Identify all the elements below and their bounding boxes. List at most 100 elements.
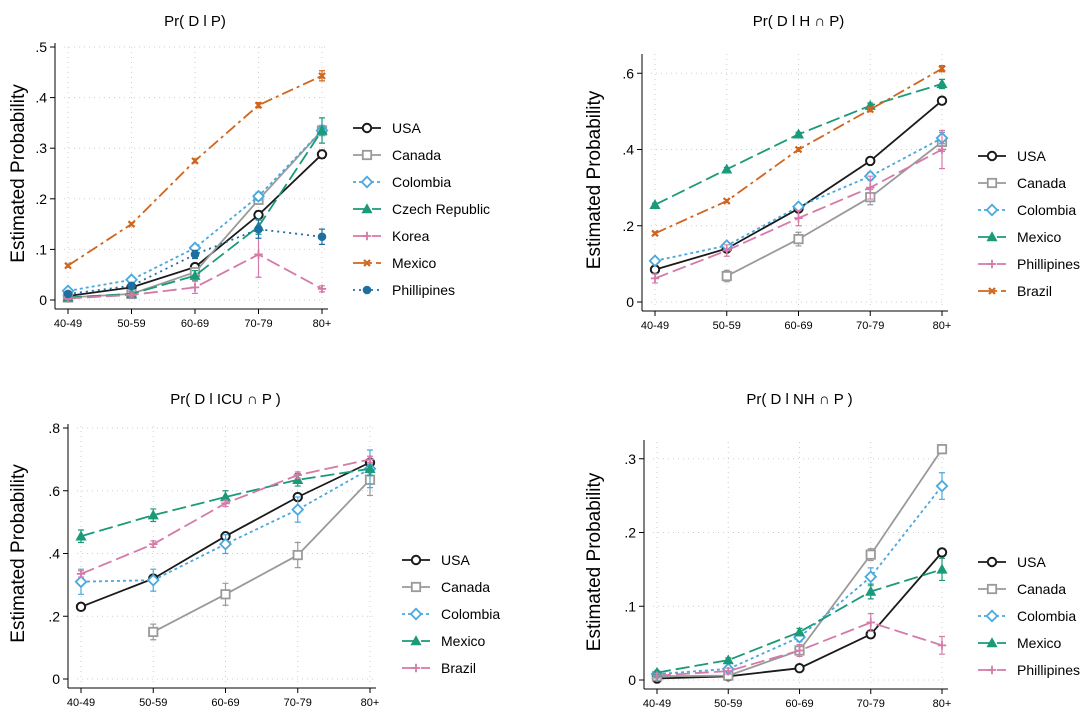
x-tick-label: 60-69 (211, 697, 239, 709)
data-point-czech-republic (189, 269, 201, 280)
x-tick-label: 80+ (361, 697, 380, 709)
series-line-mexico (656, 568, 943, 674)
legend-item-colombia: Colombia (353, 174, 451, 190)
data-point-mexico (64, 261, 72, 270)
legend: USA Canada Colombia Czech Republic Korea Mexi… (353, 120, 490, 298)
legend-label: Canada (1017, 581, 1066, 597)
data-point-brazil (221, 499, 230, 508)
legend-label: Czech Republic (392, 201, 490, 217)
data-point-brazil (938, 64, 946, 73)
chart-panel-3: 0 .2 .4 .6 .8 40-49 50-59 60-69 70-79 80+ Pr( D l … (8, 391, 500, 709)
data-point-phillipines (127, 281, 136, 291)
chart-panel-2: 0 .2 .4 .6 40-49 50-59 60-69 70-79 80+ Pr( D l H … (584, 13, 1080, 332)
series-mexico (64, 70, 326, 270)
series-line-czech-republic (67, 130, 323, 299)
data-point-phillipines (866, 183, 875, 192)
data-point-mexico (793, 626, 806, 637)
legend-marker (360, 175, 374, 189)
data-point-mexico (649, 199, 661, 209)
chart-panel-4: 0 .1 .2 .3 40-49 50-59 60-69 70-79 80+ Pr( D l NH… (584, 391, 1080, 710)
series-phillipines (652, 613, 947, 680)
data-point-korea (190, 283, 200, 292)
y-axis-label: Estimated Probability (8, 84, 29, 263)
data-point-colombia (648, 254, 662, 268)
legend-label: Phillipines (1017, 662, 1080, 678)
data-point-colombia (74, 575, 88, 589)
legend-label: Colombia (1017, 202, 1076, 218)
legend-item-czech-republic: Czech Republic (353, 201, 490, 217)
data-point-mexico (147, 509, 159, 520)
series-czech-republic (62, 117, 328, 302)
legend-label: Phillipines (392, 282, 455, 298)
legend-label: Colombia (1017, 608, 1076, 624)
x-tick-label: 80+ (933, 320, 952, 332)
legend-item-colombia: Colombia (978, 202, 1076, 218)
y-tick-label: .1 (624, 598, 636, 614)
legend: USA Canada Colombia Mexico Brazil (402, 552, 500, 676)
legend-marker (361, 122, 373, 134)
data-point-mexico (191, 157, 199, 165)
data-point-colombia (935, 479, 949, 493)
data-point-brazil (293, 470, 302, 480)
series-line-colombia (67, 129, 323, 292)
legend-marker (409, 607, 423, 621)
series-brazil (651, 64, 946, 238)
legend-item-usa: USA (978, 554, 1046, 570)
x-tick-label: 70-79 (244, 318, 272, 330)
y-axis-label: Estimated Probability (8, 464, 29, 643)
data-point-usa (936, 95, 948, 106)
data-point-korea (317, 284, 327, 294)
legend-label: USA (392, 120, 421, 136)
data-point-mexico (318, 72, 326, 80)
data-point-phillipines (937, 641, 947, 650)
legend-item-phillipines: Phillipines (978, 662, 1080, 678)
data-point-phillipines (794, 213, 803, 223)
data-point-mexico (792, 128, 805, 139)
legend-marker (363, 259, 371, 267)
data-point-colombia (252, 189, 265, 203)
series-line-phillipines (67, 228, 323, 295)
data-point-mexico (936, 563, 948, 574)
legend-marker (410, 554, 422, 566)
data-point-colombia (146, 573, 160, 587)
series-line-canada (726, 141, 943, 277)
legend-marker (986, 177, 998, 189)
legend-item-canada: Canada (978, 581, 1066, 597)
x-tick-label: 40-49 (54, 318, 82, 330)
data-point-brazil (722, 197, 731, 205)
data-point-phillipines (650, 274, 660, 283)
legend-item-mexico: Mexico (402, 633, 486, 649)
data-point-phillipines (937, 145, 947, 154)
data-point-brazil (866, 105, 875, 114)
legend-item-usa: USA (978, 148, 1046, 164)
legend-label: Canada (1017, 175, 1066, 191)
legend-label: Brazil (1017, 283, 1052, 299)
y-tick-label: .2 (624, 525, 636, 541)
legend-label: Phillipines (1017, 256, 1080, 272)
data-point-phillipines (866, 618, 875, 627)
data-point-canada (148, 626, 159, 638)
legend-marker (986, 231, 998, 242)
data-point-mexico (127, 220, 136, 228)
data-point-korea (254, 250, 263, 259)
x-tick-label: 70-79 (284, 697, 312, 709)
y-axis-label: Estimated Probability (584, 472, 605, 651)
data-point-mexico (292, 474, 304, 484)
series-phillipines (63, 219, 327, 299)
legend-item-mexico: Mexico (978, 229, 1062, 245)
x-tick-label: 50-59 (117, 318, 145, 330)
x-tick-label: 80+ (933, 698, 952, 710)
legend-item-phillipines: Phillipines (353, 282, 455, 298)
chart-title: Pr( D l NH ∩ P ) (746, 391, 852, 408)
y-tick-label: .3 (35, 140, 47, 156)
y-tick-label: .2 (48, 608, 60, 624)
y-tick-label: .1 (35, 241, 47, 257)
y-tick-label: .4 (622, 142, 634, 158)
data-point-colombia (219, 537, 232, 551)
x-tick-label: 50-59 (714, 698, 742, 710)
legend-item-usa: USA (402, 552, 470, 568)
data-point-mexico (254, 101, 263, 109)
legend-marker (361, 203, 373, 214)
